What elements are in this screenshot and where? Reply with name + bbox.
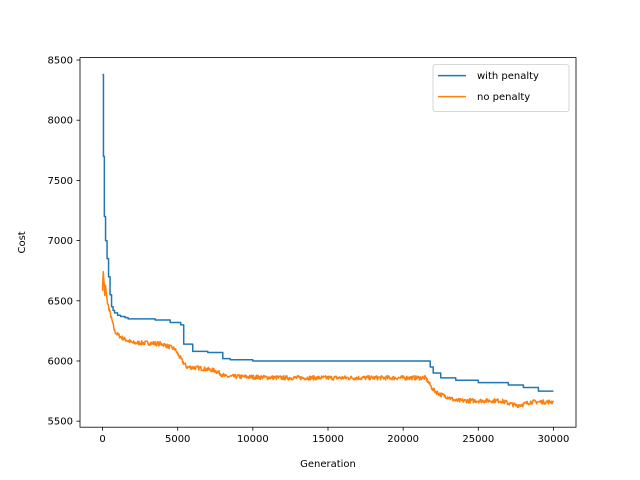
- plot-area: [80, 57, 576, 428]
- legend-label-1: no penalty: [477, 92, 530, 103]
- y-tick-label: 5500: [48, 417, 73, 428]
- y-axis: 5500 6000 6500 7000 7500 8000 8500: [48, 56, 80, 428]
- y-tick-label: 7500: [48, 176, 73, 187]
- x-tick-label: 10000: [237, 434, 269, 445]
- x-tick-label: 0: [99, 434, 105, 445]
- y-tick-label: 8500: [48, 56, 73, 67]
- y-tick-label: 6000: [48, 356, 73, 367]
- x-axis-title: Generation: [300, 459, 356, 470]
- series-layer: [101, 73, 555, 409]
- y-tick-label: 8000: [48, 116, 73, 127]
- y-tick-label: 7000: [48, 236, 73, 247]
- x-tick-label: 5000: [165, 434, 190, 445]
- x-tick-label: 15000: [312, 434, 344, 445]
- x-tick-label: 20000: [387, 434, 419, 445]
- x-tick-label: 30000: [538, 434, 570, 445]
- y-tick-label: 6500: [48, 296, 73, 307]
- legend-label-0: with penalty: [477, 71, 539, 82]
- legend: with penalty no penalty: [432, 64, 570, 112]
- x-tick-label: 25000: [462, 434, 494, 445]
- series-line-1: [101, 270, 555, 409]
- y-axis-title: Cost: [17, 231, 28, 253]
- x-axis: 0 5000 10000 15000 20000 25000 30000: [99, 427, 569, 445]
- legend-frame: [432, 64, 570, 112]
- series-line-0: [102, 73, 554, 392]
